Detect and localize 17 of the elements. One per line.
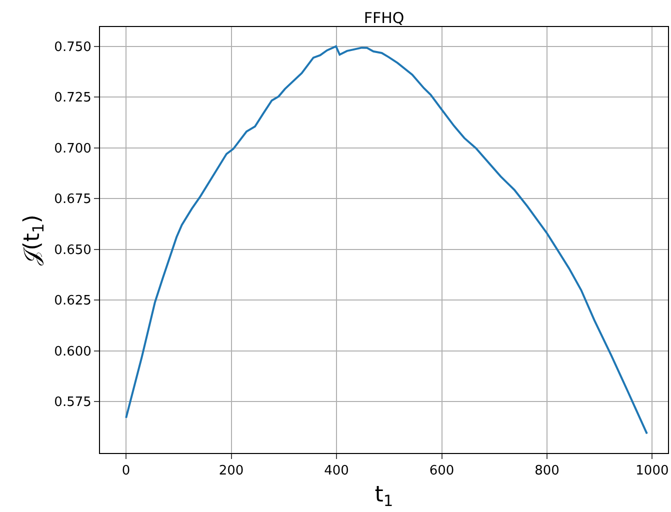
x-tick-label: 200 bbox=[218, 464, 244, 479]
x-tick-label: 800 bbox=[534, 464, 560, 479]
y-tick-label: 0.650 bbox=[54, 242, 92, 258]
line-series bbox=[125, 45, 648, 435]
x-tick-label: 400 bbox=[324, 464, 349, 479]
y-tick-label: 0.675 bbox=[54, 192, 92, 208]
x-axis-title: t$_{1}$ bbox=[374, 482, 394, 510]
y-tick-label: 0.725 bbox=[54, 90, 92, 106]
y-tick-label: 0.600 bbox=[54, 344, 92, 360]
y-tick-label: 0.750 bbox=[54, 40, 92, 55]
y-tick-label: 0.700 bbox=[54, 141, 92, 156]
x-tick-label: 600 bbox=[429, 464, 454, 479]
chart-title: FFHQ bbox=[364, 9, 404, 27]
x-tick-label: 0 bbox=[122, 464, 130, 479]
y-tick-label: 0.575 bbox=[54, 395, 92, 410]
x-tick-label: 1000 bbox=[636, 464, 669, 479]
y-tick-label: 0.625 bbox=[54, 294, 92, 309]
